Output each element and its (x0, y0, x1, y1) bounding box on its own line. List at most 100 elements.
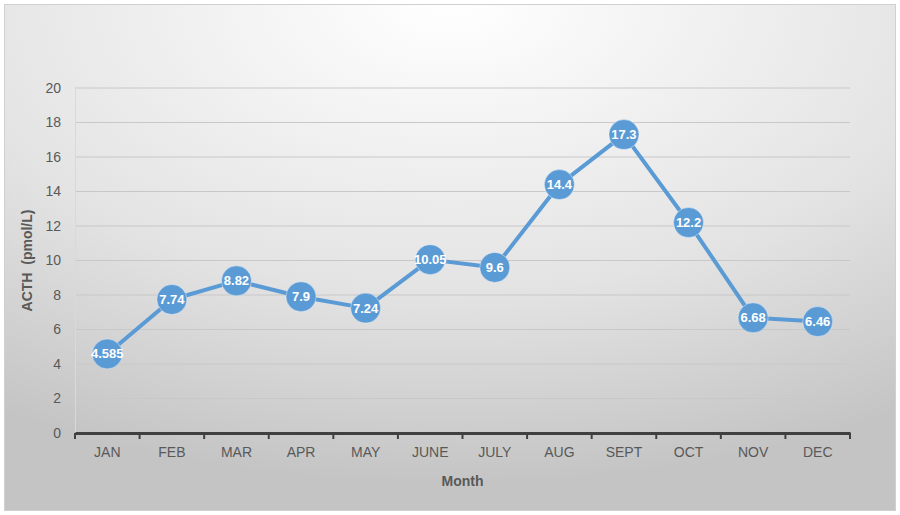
y-tick-label: 18 (45, 114, 61, 130)
grid-line (75, 157, 850, 158)
y-tick: 16 (45, 149, 75, 165)
y-tick: 6 (53, 321, 75, 337)
grid-line (75, 364, 850, 365)
x-tick: MAR (221, 433, 252, 460)
data-label: 6.46 (805, 314, 830, 329)
x-tick: SEPT (606, 433, 643, 460)
x-tick-label: SEPT (606, 444, 643, 460)
grid-line (75, 88, 850, 89)
marker (609, 120, 639, 150)
y-tick: 2 (53, 390, 75, 406)
y-tick-label: 10 (45, 252, 61, 268)
x-divider (849, 433, 851, 439)
x-tick: OCT (674, 433, 704, 460)
marker (544, 170, 574, 200)
y-axis-line (75, 89, 76, 434)
marker (803, 307, 833, 337)
grid-line (75, 398, 850, 399)
grid-line (75, 226, 850, 227)
x-tick: AUG (544, 433, 574, 460)
x-axis-title: Month (442, 473, 484, 489)
x-divider (268, 433, 270, 439)
x-divider (332, 433, 334, 439)
x-divider (139, 433, 141, 439)
y-tick: 20 (45, 80, 75, 96)
y-tick-label: 2 (53, 390, 61, 406)
x-axis: JAN FEB MAR APR MAY JUNE JULY AUG SEPT OCT NOV DEC (76, 433, 851, 460)
series-line (107, 135, 817, 354)
y-tick-label: 4 (53, 356, 61, 372)
y-tick: 14 (45, 183, 75, 199)
marker (221, 266, 251, 296)
x-tick: MAY (351, 433, 381, 460)
grid-line (75, 122, 850, 123)
marker (351, 293, 381, 323)
y-tick: 0 (53, 425, 75, 441)
background (5, 5, 896, 511)
grid-line (75, 260, 850, 261)
marker (157, 284, 187, 314)
grid-line (75, 329, 850, 330)
y-tick-label: 6 (53, 321, 61, 337)
data-label: 17.3 (611, 127, 636, 142)
data-label: 4.585 (91, 346, 124, 361)
data-label: 6.68 (740, 310, 765, 325)
y-tick-label: 12 (45, 218, 61, 234)
x-tick-label: AUG (544, 444, 574, 460)
y-tick-label: 16 (45, 149, 61, 165)
data-label: 7.74 (159, 292, 185, 307)
x-tick: APR (287, 433, 316, 460)
y-tick: 12 (45, 218, 75, 234)
data-label: 7.24 (353, 301, 379, 316)
y-tick-label: 20 (45, 80, 61, 96)
data-label: 7.9 (292, 289, 310, 304)
x-tick-label: MAR (221, 444, 252, 460)
x-tick: NOV (738, 433, 769, 460)
x-tick-label: NOV (738, 444, 769, 460)
x-tick-label: OCT (674, 444, 704, 460)
x-tick-label: JULY (478, 444, 512, 460)
y-axis-title: ACTH (pmol/L) (19, 210, 35, 312)
data-label: 10.05 (414, 252, 447, 267)
marker (674, 208, 704, 238)
x-tick: DEC (803, 433, 833, 460)
x-tick-label: MAY (351, 444, 381, 460)
data-label: 12.2 (676, 215, 701, 230)
x-tick-label: JUNE (412, 444, 449, 460)
data-labels: 4.5857.748.827.97.2410.059.614.417.312.2… (91, 127, 830, 361)
x-divider (655, 433, 657, 439)
y-tick: 10 (45, 252, 75, 268)
x-divider (526, 433, 528, 439)
marker (480, 252, 510, 282)
y-tick-label: 14 (45, 183, 61, 199)
x-tick: JULY (478, 433, 512, 460)
x-tick: FEB (158, 433, 185, 460)
grid (75, 88, 850, 433)
chart: 0 2 4 6 8 10 12 14 16 18 20 JAN FEB MAR APR MAY JUNE JULY… (0, 0, 900, 515)
x-divider (397, 433, 399, 439)
plot-area (92, 120, 832, 369)
x-tick-label: APR (287, 444, 316, 460)
x-divider (203, 433, 205, 439)
x-divider (591, 433, 593, 439)
x-divider (74, 433, 76, 439)
y-tick: 18 (45, 114, 75, 130)
x-dividers (75, 433, 850, 439)
marker (286, 282, 316, 312)
y-axis: 0 2 4 6 8 10 12 14 16 18 20 (45, 80, 75, 441)
grid-line (75, 191, 850, 192)
data-label: 9.6 (486, 260, 504, 275)
y-tick-label: 0 (53, 425, 61, 441)
data-label: 8.82 (224, 273, 249, 288)
x-tick-label: FEB (158, 444, 185, 460)
y-tick-label: 8 (53, 287, 61, 303)
x-tick: JUNE (412, 433, 449, 460)
x-tick-label: DEC (803, 444, 833, 460)
x-tick-label: JAN (94, 444, 120, 460)
y-tick: 4 (53, 356, 75, 372)
x-divider (784, 433, 786, 439)
x-divider (720, 433, 722, 439)
marker (738, 303, 768, 333)
y-tick: 8 (53, 287, 75, 303)
x-tick: JAN (94, 433, 120, 460)
